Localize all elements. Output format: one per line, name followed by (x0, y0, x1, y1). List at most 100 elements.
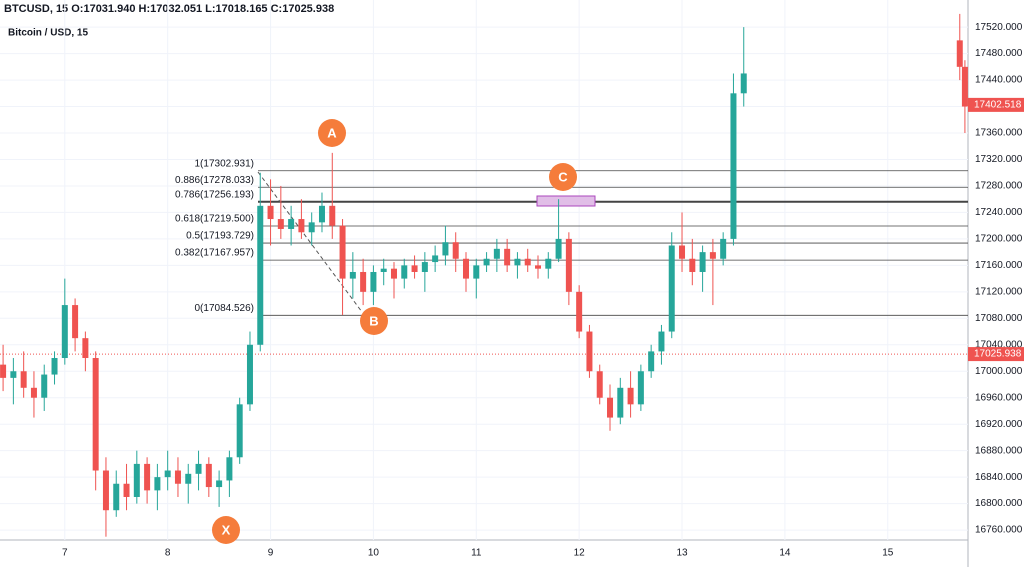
candle-body (740, 73, 747, 94)
price-tag-label: 17025.938 (974, 349, 1022, 360)
candle-body (205, 463, 212, 488)
candle-body (92, 358, 99, 471)
y-tick-label: 17240.000 (975, 207, 1023, 218)
candle-body (555, 238, 562, 259)
candle-body (668, 245, 675, 332)
fib-label: 0.618(17219.500) (175, 214, 254, 225)
candle-body (30, 387, 37, 398)
y-tick-label: 16800.000 (975, 498, 1023, 509)
candle-body (380, 268, 387, 272)
candle-body (51, 358, 58, 375)
candle-body (133, 463, 140, 497)
candle-body (113, 483, 120, 511)
candle-body (504, 248, 511, 266)
x-tick-label: 10 (368, 548, 380, 559)
candle-body (390, 268, 397, 279)
fib-label: 0(17084.526) (195, 303, 255, 314)
candle-body (257, 205, 264, 345)
candle-body (370, 271, 377, 292)
y-tick-label: 17040.000 (975, 339, 1023, 350)
candle-body (535, 265, 542, 269)
y-tick-label: 17280.000 (975, 181, 1023, 192)
candle-body (360, 271, 367, 292)
candle-body (961, 66, 968, 107)
y-tick-label: 17080.000 (975, 313, 1023, 324)
x-tick-label: 9 (268, 548, 274, 559)
point-label: B (369, 313, 378, 328)
candle-body (226, 457, 233, 481)
candle-body (730, 93, 737, 239)
y-tick-label: 17480.000 (975, 48, 1023, 59)
fib-label: 0.886(17278.033) (175, 175, 254, 186)
point-marker (212, 516, 240, 544)
candle-body (565, 238, 572, 292)
candle-body (607, 397, 614, 418)
candle-body (637, 371, 644, 405)
x-tick-label: 7 (62, 548, 68, 559)
price-tag (968, 347, 1024, 362)
candle-body (72, 305, 79, 339)
point-label: A (327, 125, 337, 140)
candle-body (462, 258, 469, 279)
candle-body (164, 470, 171, 478)
candle-body (123, 483, 130, 497)
candle-body (10, 371, 17, 378)
candle-body (545, 258, 552, 269)
candle-body (586, 331, 593, 372)
candle-body (720, 238, 727, 259)
x-tick-label: 12 (574, 548, 586, 559)
candle-body (288, 219, 295, 229)
candle-body (349, 271, 356, 279)
candle-body (277, 219, 284, 229)
candle-body (174, 470, 181, 484)
candle-body (452, 242, 459, 259)
highlight-box (536, 195, 596, 207)
y-tick-label: 17320.000 (975, 154, 1023, 165)
fib-label: 0.786(17256.193) (175, 189, 254, 200)
point-marker (549, 163, 577, 191)
point-label: C (558, 169, 568, 184)
candle-body (627, 387, 634, 405)
x-tick-label: 8 (165, 548, 171, 559)
candle-body (185, 473, 192, 484)
y-tick-label: 16920.000 (975, 419, 1023, 430)
candle-body (102, 470, 109, 511)
x-tick-label: 13 (676, 548, 688, 559)
point-marker (318, 119, 346, 147)
candle-body (298, 219, 305, 233)
candle-body (473, 265, 480, 279)
candle-body (61, 305, 68, 359)
fib-label: 0.5(17193.729) (186, 231, 254, 242)
y-tick-label: 17160.000 (975, 260, 1023, 271)
candle-body (493, 248, 500, 259)
candle-body (596, 371, 603, 398)
candle-body (576, 291, 583, 332)
y-tick-label: 17200.000 (975, 234, 1023, 245)
candle-body (236, 404, 243, 458)
candle-body (267, 205, 274, 220)
candle-body (82, 338, 89, 359)
candle-body (339, 225, 346, 279)
candle-body (0, 364, 7, 378)
candle-body (658, 331, 665, 352)
point-label: X (222, 522, 231, 537)
candle-body (308, 222, 315, 233)
candle-body (699, 252, 706, 272)
price-tag-label: 17402.518 (974, 100, 1022, 111)
candle-body (318, 205, 325, 223)
y-tick-label: 17120.000 (975, 286, 1023, 297)
candle-body (20, 371, 27, 388)
candle-body (648, 351, 655, 372)
y-tick-label: 17440.000 (975, 75, 1023, 86)
y-tick-label: 17520.000 (975, 22, 1023, 33)
pattern-line (257, 171, 363, 313)
y-tick-label: 16880.000 (975, 445, 1023, 456)
x-tick-label: 14 (779, 548, 791, 559)
y-tick-label: 16840.000 (975, 472, 1023, 483)
candle-body (432, 255, 439, 263)
candle-body (195, 463, 202, 474)
chart-subtitle: Bitcoin / USD, 15 (8, 28, 88, 39)
point-marker (360, 307, 388, 335)
